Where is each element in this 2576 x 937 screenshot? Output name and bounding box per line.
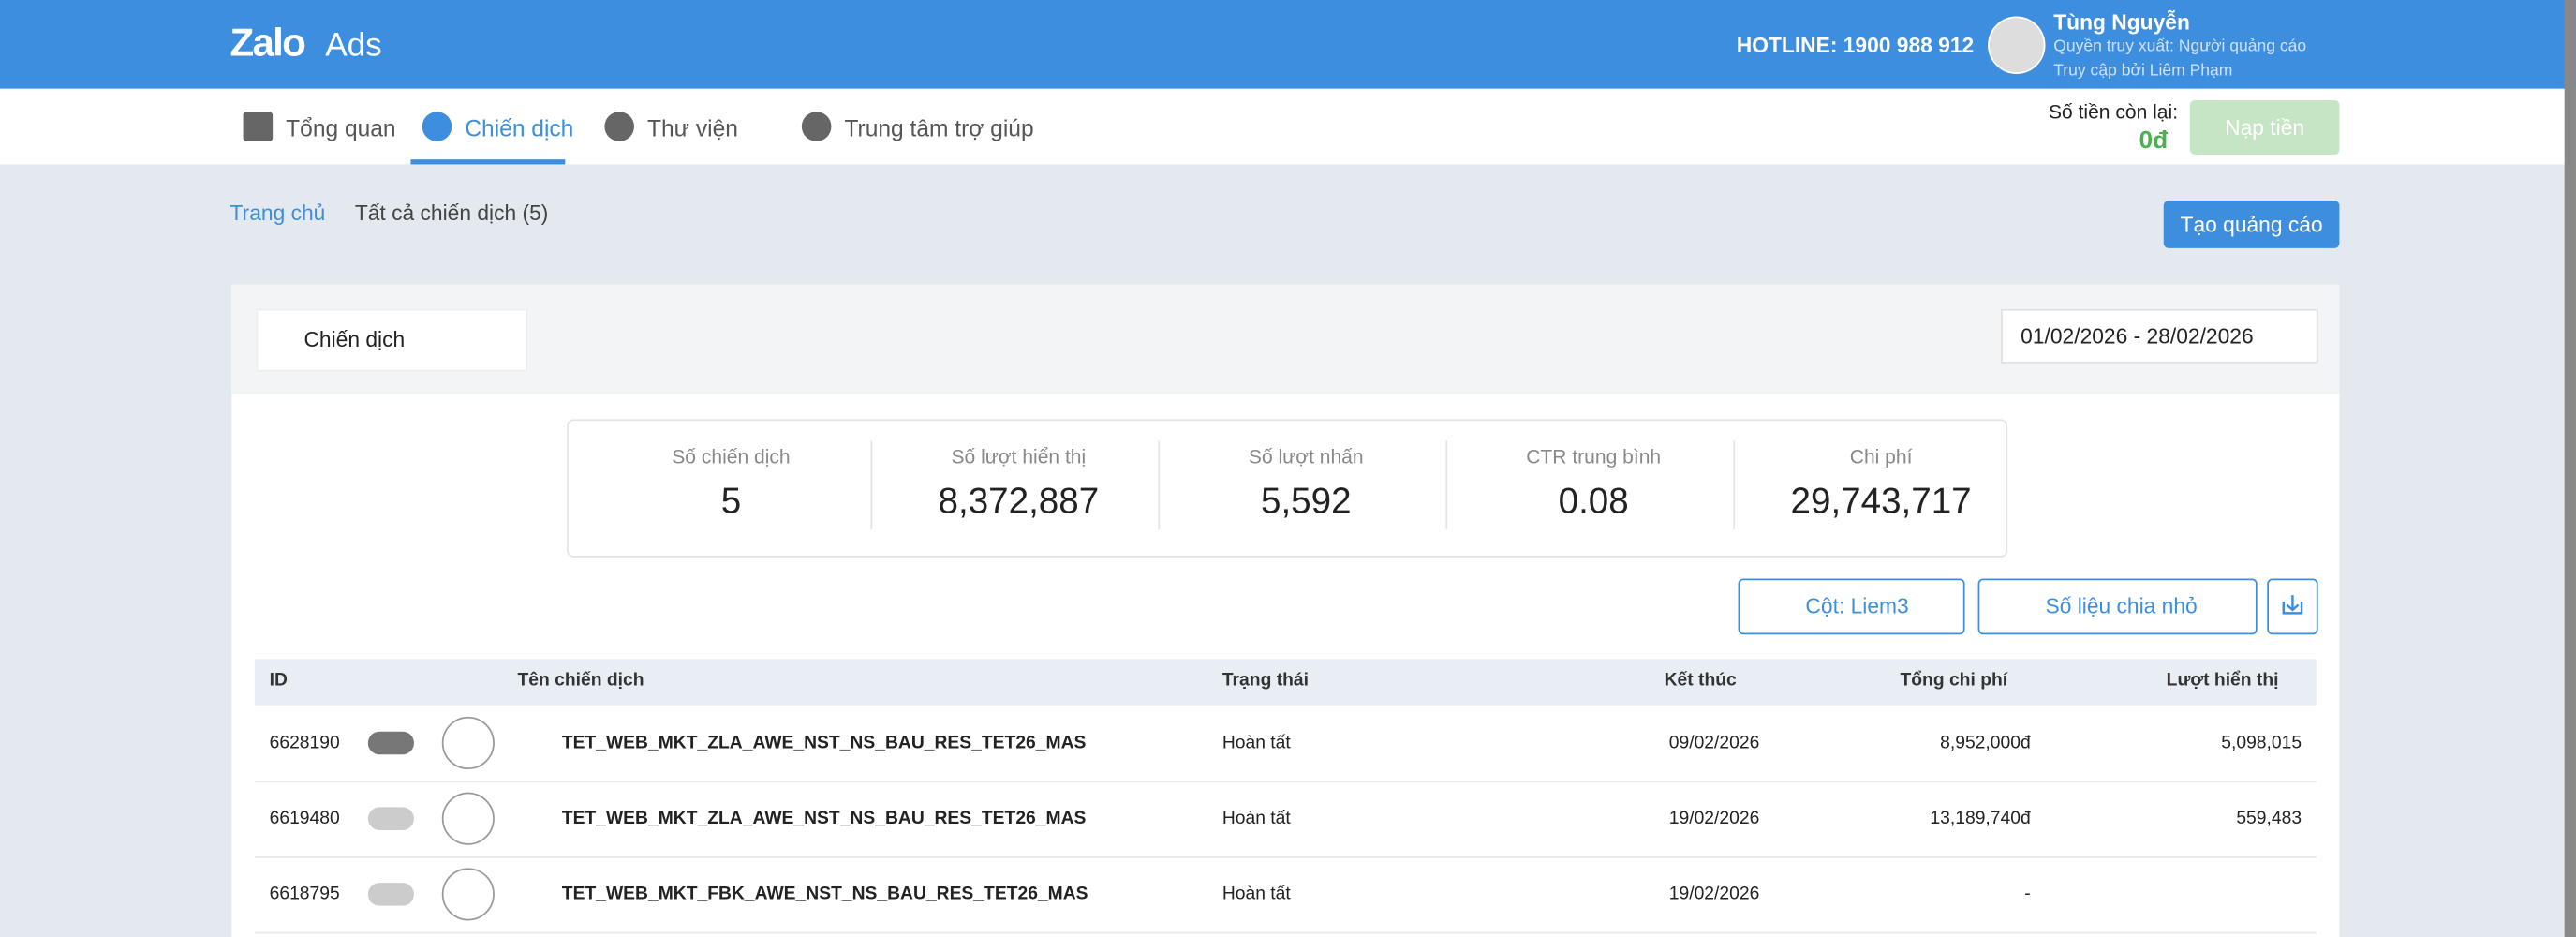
logo: Zalo — [229, 21, 306, 67]
status-toggle[interactable] — [367, 883, 414, 906]
summary-value: 8,372,887 — [938, 480, 1100, 522]
table-cell: 6628190 — [269, 733, 340, 753]
user-role: Quyền truy xuất: Người quảng cáo — [2053, 37, 2307, 56]
ad-icon — [441, 868, 495, 921]
nav-icon — [801, 112, 832, 141]
table-cell: 6618795 — [269, 884, 340, 904]
summary-label: CTR trung bình — [1526, 445, 1662, 469]
summary-value: 29,743,717 — [1790, 480, 1972, 522]
table-cell: Hoàn tất — [1221, 884, 1291, 904]
table-head — [254, 659, 2317, 706]
summary-value: 0.08 — [1558, 480, 1629, 522]
nav-icon — [422, 112, 452, 141]
summary-box — [567, 419, 2008, 558]
ad-icon — [441, 716, 495, 770]
download-button[interactable] — [2267, 578, 2318, 635]
summary-value: 5,592 — [1260, 480, 1352, 522]
date-range[interactable]: 01/02/2026 - 28/02/2026 — [2001, 308, 2318, 364]
breadcrumb-home[interactable]: Trang chủ — [229, 201, 326, 226]
summary-label: Số chiến dịch — [672, 445, 791, 469]
balance: 0đ — [2139, 126, 2169, 155]
breadcrumb-current: Tất cả chiến dịch (5) — [354, 201, 549, 226]
status-toggle[interactable] — [367, 731, 414, 755]
hotline: HOTLINE: 1900 988 912 — [1736, 33, 1975, 58]
column-header[interactable]: Tên chiến dịch — [517, 670, 644, 691]
column-header[interactable]: Kết thúc — [1664, 670, 1737, 691]
table-cell: 19/02/2026 — [1668, 809, 1760, 829]
nav-item[interactable]: Trung tâm trợ giúp — [844, 114, 1034, 141]
nav-item[interactable]: Thư viện — [646, 114, 738, 141]
top-bar — [0, 0, 2576, 89]
user-access: Truy cập bởi Liêm Phạm — [2053, 62, 2233, 81]
row-divider — [254, 781, 2317, 783]
panel-head — [231, 284, 2340, 395]
table-cell: 5,098,015 — [2221, 733, 2302, 753]
download-icon — [2282, 595, 2303, 615]
create-button[interactable]: Tạo quảng cáo — [2163, 201, 2340, 248]
columns-button[interactable]: Cột: Liem3 — [1738, 578, 1965, 635]
summary-divider — [1158, 440, 1161, 529]
table-cell: - — [2024, 884, 2031, 904]
table-cell: 09/02/2026 — [1668, 733, 1760, 753]
column-header[interactable]: Trạng thái — [1221, 670, 1310, 691]
level-filter[interactable]: Chiến dịch — [256, 308, 527, 372]
campaign-name[interactable]: TET_WEB_MKT_ZLA_AWE_NST_NS_BAU_RES_TET26… — [561, 733, 1087, 753]
nav-item[interactable]: Tổng quan — [286, 114, 396, 141]
table-cell: 19/02/2026 — [1668, 884, 1760, 904]
user-name: Tùng Nguyễn — [2053, 9, 2190, 35]
active-underline — [410, 159, 566, 165]
table-cell: 8,952,000đ — [1940, 733, 2031, 753]
summary-divider — [1733, 440, 1736, 529]
topup-button[interactable]: Nạp tiền — [2189, 100, 2340, 155]
summary-divider — [1445, 440, 1448, 529]
column-header[interactable]: Lượt hiển thị — [2166, 670, 2279, 691]
table-cell: Hoàn tất — [1221, 733, 1291, 753]
campaign-name[interactable]: TET_WEB_MKT_FBK_AWE_NST_NS_BAU_RES_TET26… — [561, 884, 1088, 904]
row-divider — [254, 856, 2317, 858]
table-cell: 6619480 — [269, 809, 340, 829]
summary-label: Số lượt nhấn — [1248, 445, 1364, 469]
column-header[interactable]: ID — [269, 670, 288, 691]
scroll-edge — [2564, 0, 2576, 937]
summary-label: Chi phí — [1849, 445, 1913, 469]
summary-label: Số lượt hiển thị — [951, 445, 1087, 469]
logo-suffix: Ads — [325, 27, 382, 65]
summary-divider — [870, 440, 873, 529]
column-header[interactable]: Tổng chi phí — [1900, 670, 2008, 691]
breakdown-button[interactable]: Số liệu chia nhỏ — [1977, 578, 2258, 635]
avatar[interactable] — [1988, 16, 2046, 74]
summary-value: 5 — [720, 480, 742, 522]
table-cell: 559,483 — [2236, 809, 2302, 829]
row-divider — [254, 931, 2317, 934]
status-toggle[interactable] — [367, 807, 414, 830]
balance-label: Số tiền còn lại: — [2048, 100, 2179, 124]
nav-icon — [604, 112, 634, 141]
campaign-name[interactable]: TET_WEB_MKT_ZLA_AWE_NST_NS_BAU_RES_TET26… — [561, 809, 1087, 829]
nav-icon — [243, 112, 274, 141]
ad-icon — [441, 792, 495, 845]
nav-item[interactable]: Chiến dịch — [465, 114, 574, 141]
table-cell: Hoàn tất — [1221, 809, 1291, 829]
table-cell: 13,189,740đ — [1930, 809, 2031, 829]
